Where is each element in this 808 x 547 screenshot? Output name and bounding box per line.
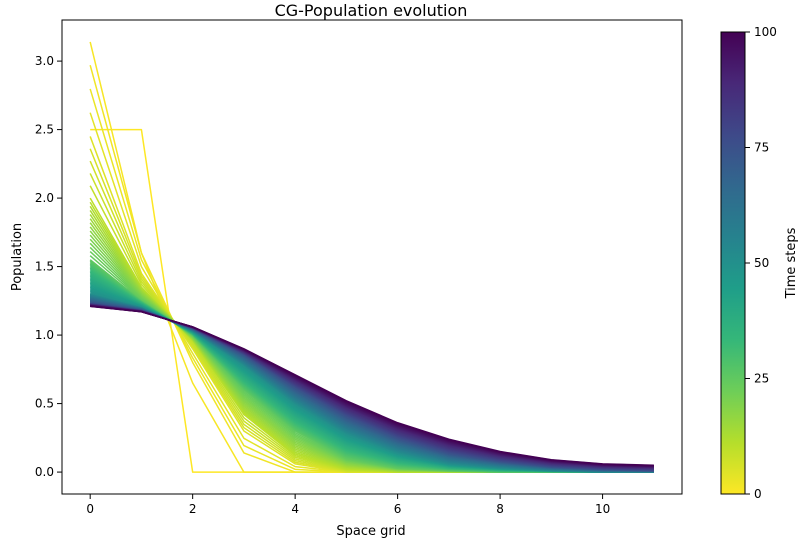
colorbar-ticks: 0 25 50 75 100 xyxy=(745,25,777,501)
y-tick-label: 1.5 xyxy=(35,260,54,274)
colorbar-tick-label: 50 xyxy=(754,256,769,270)
plot-frame xyxy=(61,19,683,495)
colorbar-tick-label: 100 xyxy=(754,25,777,39)
y-axis-ticks: 0.0 0.5 1.0 1.5 2.0 2.5 3.0 xyxy=(35,54,62,479)
y-tick-label: 1.0 xyxy=(35,328,54,342)
chart-title: CG-Population evolution xyxy=(275,1,468,20)
x-axis-ticks: 0 2 4 6 8 10 xyxy=(86,494,610,516)
y-tick-label: 3.0 xyxy=(35,54,54,68)
x-tick-label: 8 xyxy=(496,502,504,516)
y-tick-label: 2.5 xyxy=(35,123,54,137)
colorbar-tick-label: 25 xyxy=(754,372,769,386)
series-line xyxy=(90,305,654,466)
y-tick-label: 2.0 xyxy=(35,191,54,205)
x-tick-label: 2 xyxy=(189,502,197,516)
x-tick-label: 4 xyxy=(291,502,299,516)
colorbar-tick-label: 0 xyxy=(754,487,762,501)
y-tick-label: 0.0 xyxy=(35,465,54,479)
y-axis-label: Population xyxy=(10,223,25,291)
colorbar xyxy=(720,31,746,495)
colorbar-tick-label: 75 xyxy=(754,141,769,155)
x-tick-label: 0 xyxy=(86,502,94,516)
x-tick-label: 10 xyxy=(595,502,610,516)
x-tick-label: 6 xyxy=(394,502,402,516)
y-tick-label: 0.5 xyxy=(35,397,54,411)
plot-lines xyxy=(89,41,654,473)
x-axis-label: Space grid xyxy=(336,524,405,539)
colorbar-label: Time steps xyxy=(784,227,799,299)
